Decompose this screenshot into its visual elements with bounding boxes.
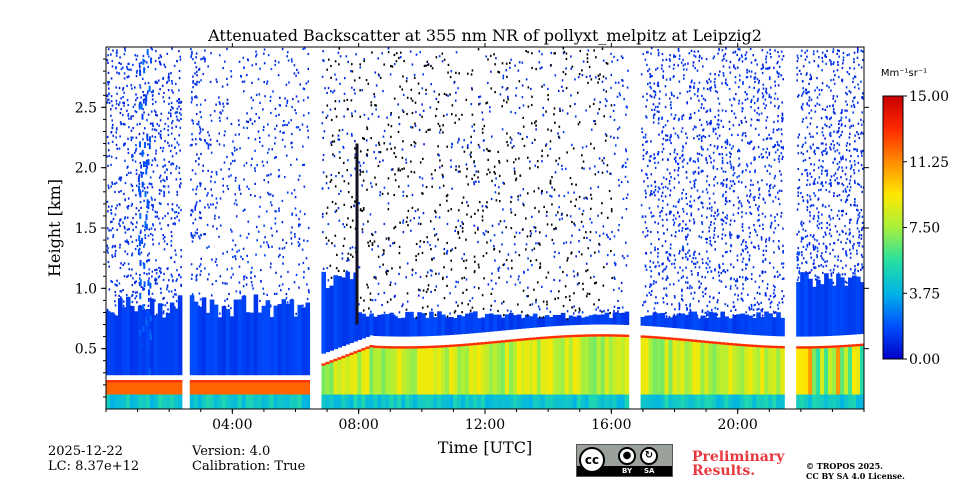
y-tick-label: 2.5 <box>75 100 97 116</box>
colorbar-tick-label: 7.50 <box>909 221 940 237</box>
info-calibration: Calibration: True <box>192 459 305 474</box>
cc-license-badge: cc ● ↻ BY SA <box>576 444 673 477</box>
y-tick-label: 0.5 <box>75 342 97 358</box>
info-date: 2025-12-22 <box>48 444 123 459</box>
x-axis-label: Time [UTC] <box>438 438 532 457</box>
info-lc: LC: 8.37e+12 <box>48 459 139 474</box>
results-label: Results. <box>692 464 755 479</box>
info-version: Version: 4.0 <box>192 444 270 459</box>
x-tick-label: 12:00 <box>465 417 505 433</box>
chart-title: Attenuated Backscatter at 355 nm NR of p… <box>207 26 762 45</box>
colorbar-unit-label: Mm⁻¹sr⁻¹ <box>881 68 927 79</box>
colorbar-ticks: 0.00 3.75 7.50 11.25 15.00 <box>903 89 949 368</box>
by-person-icon: ● <box>618 447 636 465</box>
y-axis-label: Height [km] <box>45 179 64 277</box>
colorbar-tick-label: 3.75 <box>909 286 940 302</box>
copyright-line1: © TROPOS 2025. <box>806 461 883 471</box>
by-label: BY <box>622 466 632 476</box>
heatmap-area <box>106 47 865 409</box>
cc-icon: cc <box>579 447 605 473</box>
sa-share-icon: ↻ <box>640 447 658 465</box>
colorbar <box>883 96 903 359</box>
x-tick-label: 16:00 <box>591 417 631 433</box>
sa-label: SA <box>644 466 654 476</box>
x-tick-label: 20:00 <box>717 417 757 433</box>
colorbar-tick-label: 0.00 <box>909 352 940 368</box>
colorbar-tick-label: 15.00 <box>909 89 949 105</box>
x-tick-label: 04:00 <box>212 417 252 433</box>
colorbar-tick-label: 11.25 <box>909 155 949 171</box>
y-tick-label: 1.5 <box>75 221 97 237</box>
x-tick-label: 08:00 <box>338 417 378 433</box>
y-tick-label: 1.0 <box>75 281 97 297</box>
y-tick-label: 2.0 <box>75 161 97 177</box>
